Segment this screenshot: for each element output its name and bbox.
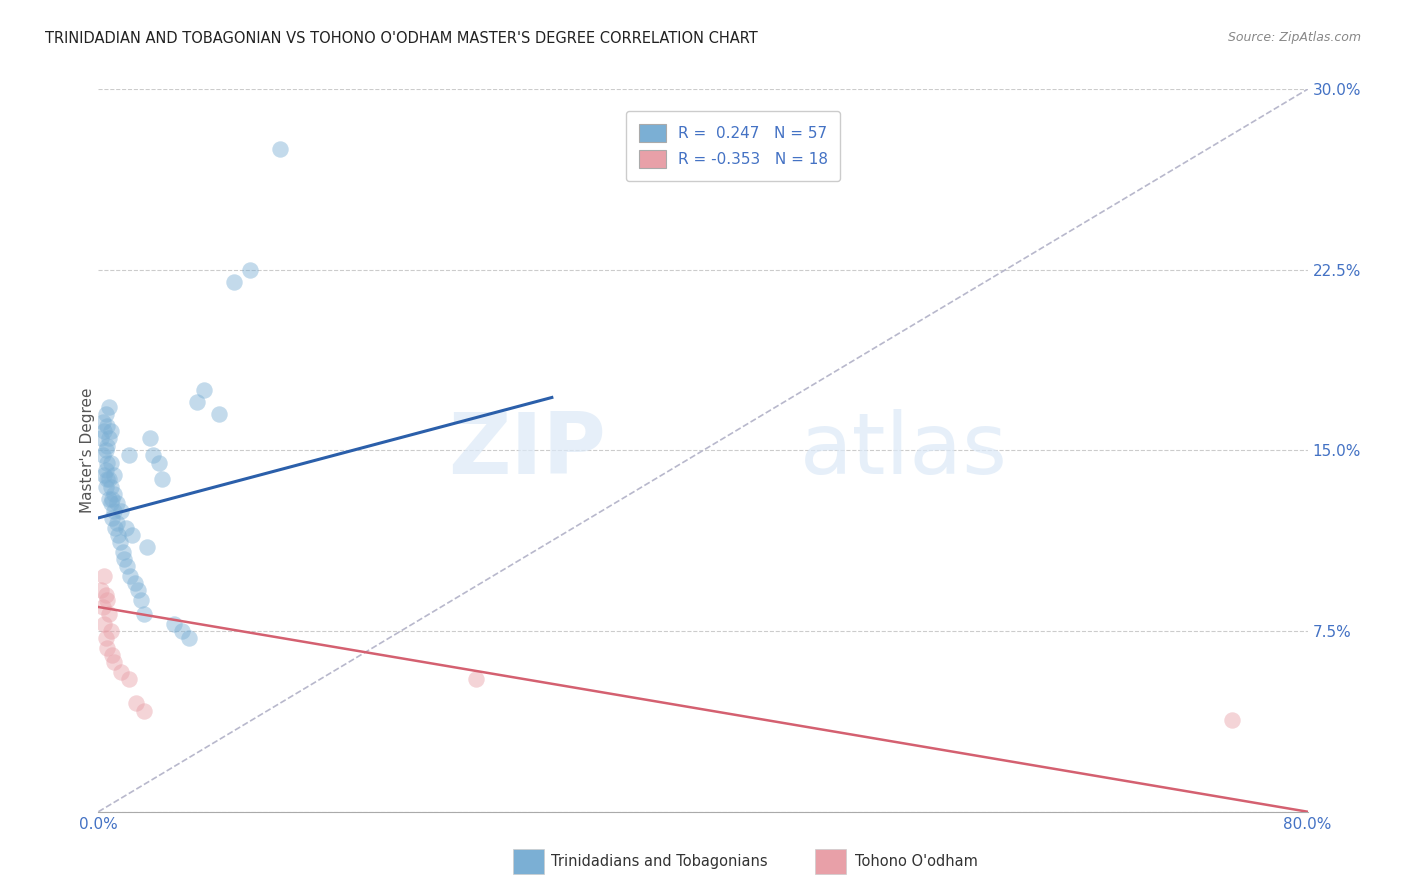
Point xyxy=(93,616,115,631)
Point xyxy=(100,496,122,510)
Point xyxy=(101,648,124,662)
Point xyxy=(139,431,162,445)
Point xyxy=(103,467,125,482)
Y-axis label: Master's Degree: Master's Degree xyxy=(80,388,94,513)
Point xyxy=(129,592,152,607)
Point xyxy=(96,472,118,486)
Point xyxy=(96,640,118,655)
Point xyxy=(105,516,128,530)
Point xyxy=(101,491,124,506)
Point xyxy=(96,419,118,434)
Point xyxy=(101,511,124,525)
Point xyxy=(121,527,143,541)
Point xyxy=(100,424,122,438)
FancyBboxPatch shape xyxy=(513,849,544,874)
Point xyxy=(208,407,231,421)
Text: Tohono O'odham: Tohono O'odham xyxy=(855,855,977,869)
Point xyxy=(94,443,117,458)
Point xyxy=(132,704,155,718)
Point xyxy=(94,407,117,421)
Point xyxy=(98,491,121,506)
Point xyxy=(107,527,129,541)
Point xyxy=(179,632,201,646)
Point xyxy=(132,607,155,622)
Point xyxy=(120,568,142,582)
Point xyxy=(104,520,127,534)
Point xyxy=(105,496,128,510)
Point xyxy=(96,439,118,453)
Point xyxy=(125,696,148,710)
Point xyxy=(224,275,246,289)
Text: Source: ZipAtlas.com: Source: ZipAtlas.com xyxy=(1227,31,1361,45)
Point xyxy=(239,262,262,277)
Point xyxy=(98,431,121,445)
Text: Trinidadians and Tobagonians: Trinidadians and Tobagonians xyxy=(551,855,768,869)
Legend: R =  0.247   N = 57, R = -0.353   N = 18: R = 0.247 N = 57, R = -0.353 N = 18 xyxy=(626,112,841,181)
Point xyxy=(94,588,117,602)
Point xyxy=(100,455,122,469)
Point xyxy=(114,520,136,534)
Point xyxy=(93,467,115,482)
Point xyxy=(103,503,125,517)
Point xyxy=(103,487,125,501)
Point xyxy=(186,395,208,409)
Point xyxy=(98,607,121,622)
Point xyxy=(111,544,134,558)
Point xyxy=(118,448,141,462)
Point xyxy=(90,431,112,445)
Point xyxy=(90,583,112,598)
Point xyxy=(1220,713,1243,727)
Text: atlas: atlas xyxy=(800,409,1008,492)
Text: ZIP: ZIP xyxy=(449,409,606,492)
Point xyxy=(91,599,114,614)
Point xyxy=(135,540,157,554)
Point xyxy=(115,559,138,574)
Point xyxy=(93,424,115,438)
Point xyxy=(124,576,146,591)
Point xyxy=(142,448,165,462)
FancyBboxPatch shape xyxy=(815,849,846,874)
Point xyxy=(103,656,125,670)
Point xyxy=(148,455,170,469)
Point xyxy=(91,448,114,462)
Point xyxy=(91,415,114,429)
Point xyxy=(163,616,186,631)
Point xyxy=(94,463,117,477)
Point xyxy=(127,583,149,598)
Point xyxy=(98,400,121,414)
Point xyxy=(118,673,141,687)
Point xyxy=(150,472,173,486)
Point xyxy=(110,503,132,517)
Point xyxy=(193,384,215,398)
Point xyxy=(94,480,117,494)
Text: TRINIDADIAN AND TOBAGONIAN VS TOHONO O'ODHAM MASTER'S DEGREE CORRELATION CHART: TRINIDADIAN AND TOBAGONIAN VS TOHONO O'O… xyxy=(45,31,758,46)
Point xyxy=(94,632,117,646)
Point xyxy=(100,480,122,494)
Point xyxy=(93,568,115,582)
Point xyxy=(112,551,135,566)
Point xyxy=(98,472,121,486)
Point xyxy=(170,624,193,639)
Point xyxy=(96,592,118,607)
Point xyxy=(96,455,118,469)
Point xyxy=(110,665,132,679)
Point xyxy=(100,624,122,639)
Point xyxy=(108,535,131,549)
Point xyxy=(269,142,291,156)
Point xyxy=(465,673,488,687)
